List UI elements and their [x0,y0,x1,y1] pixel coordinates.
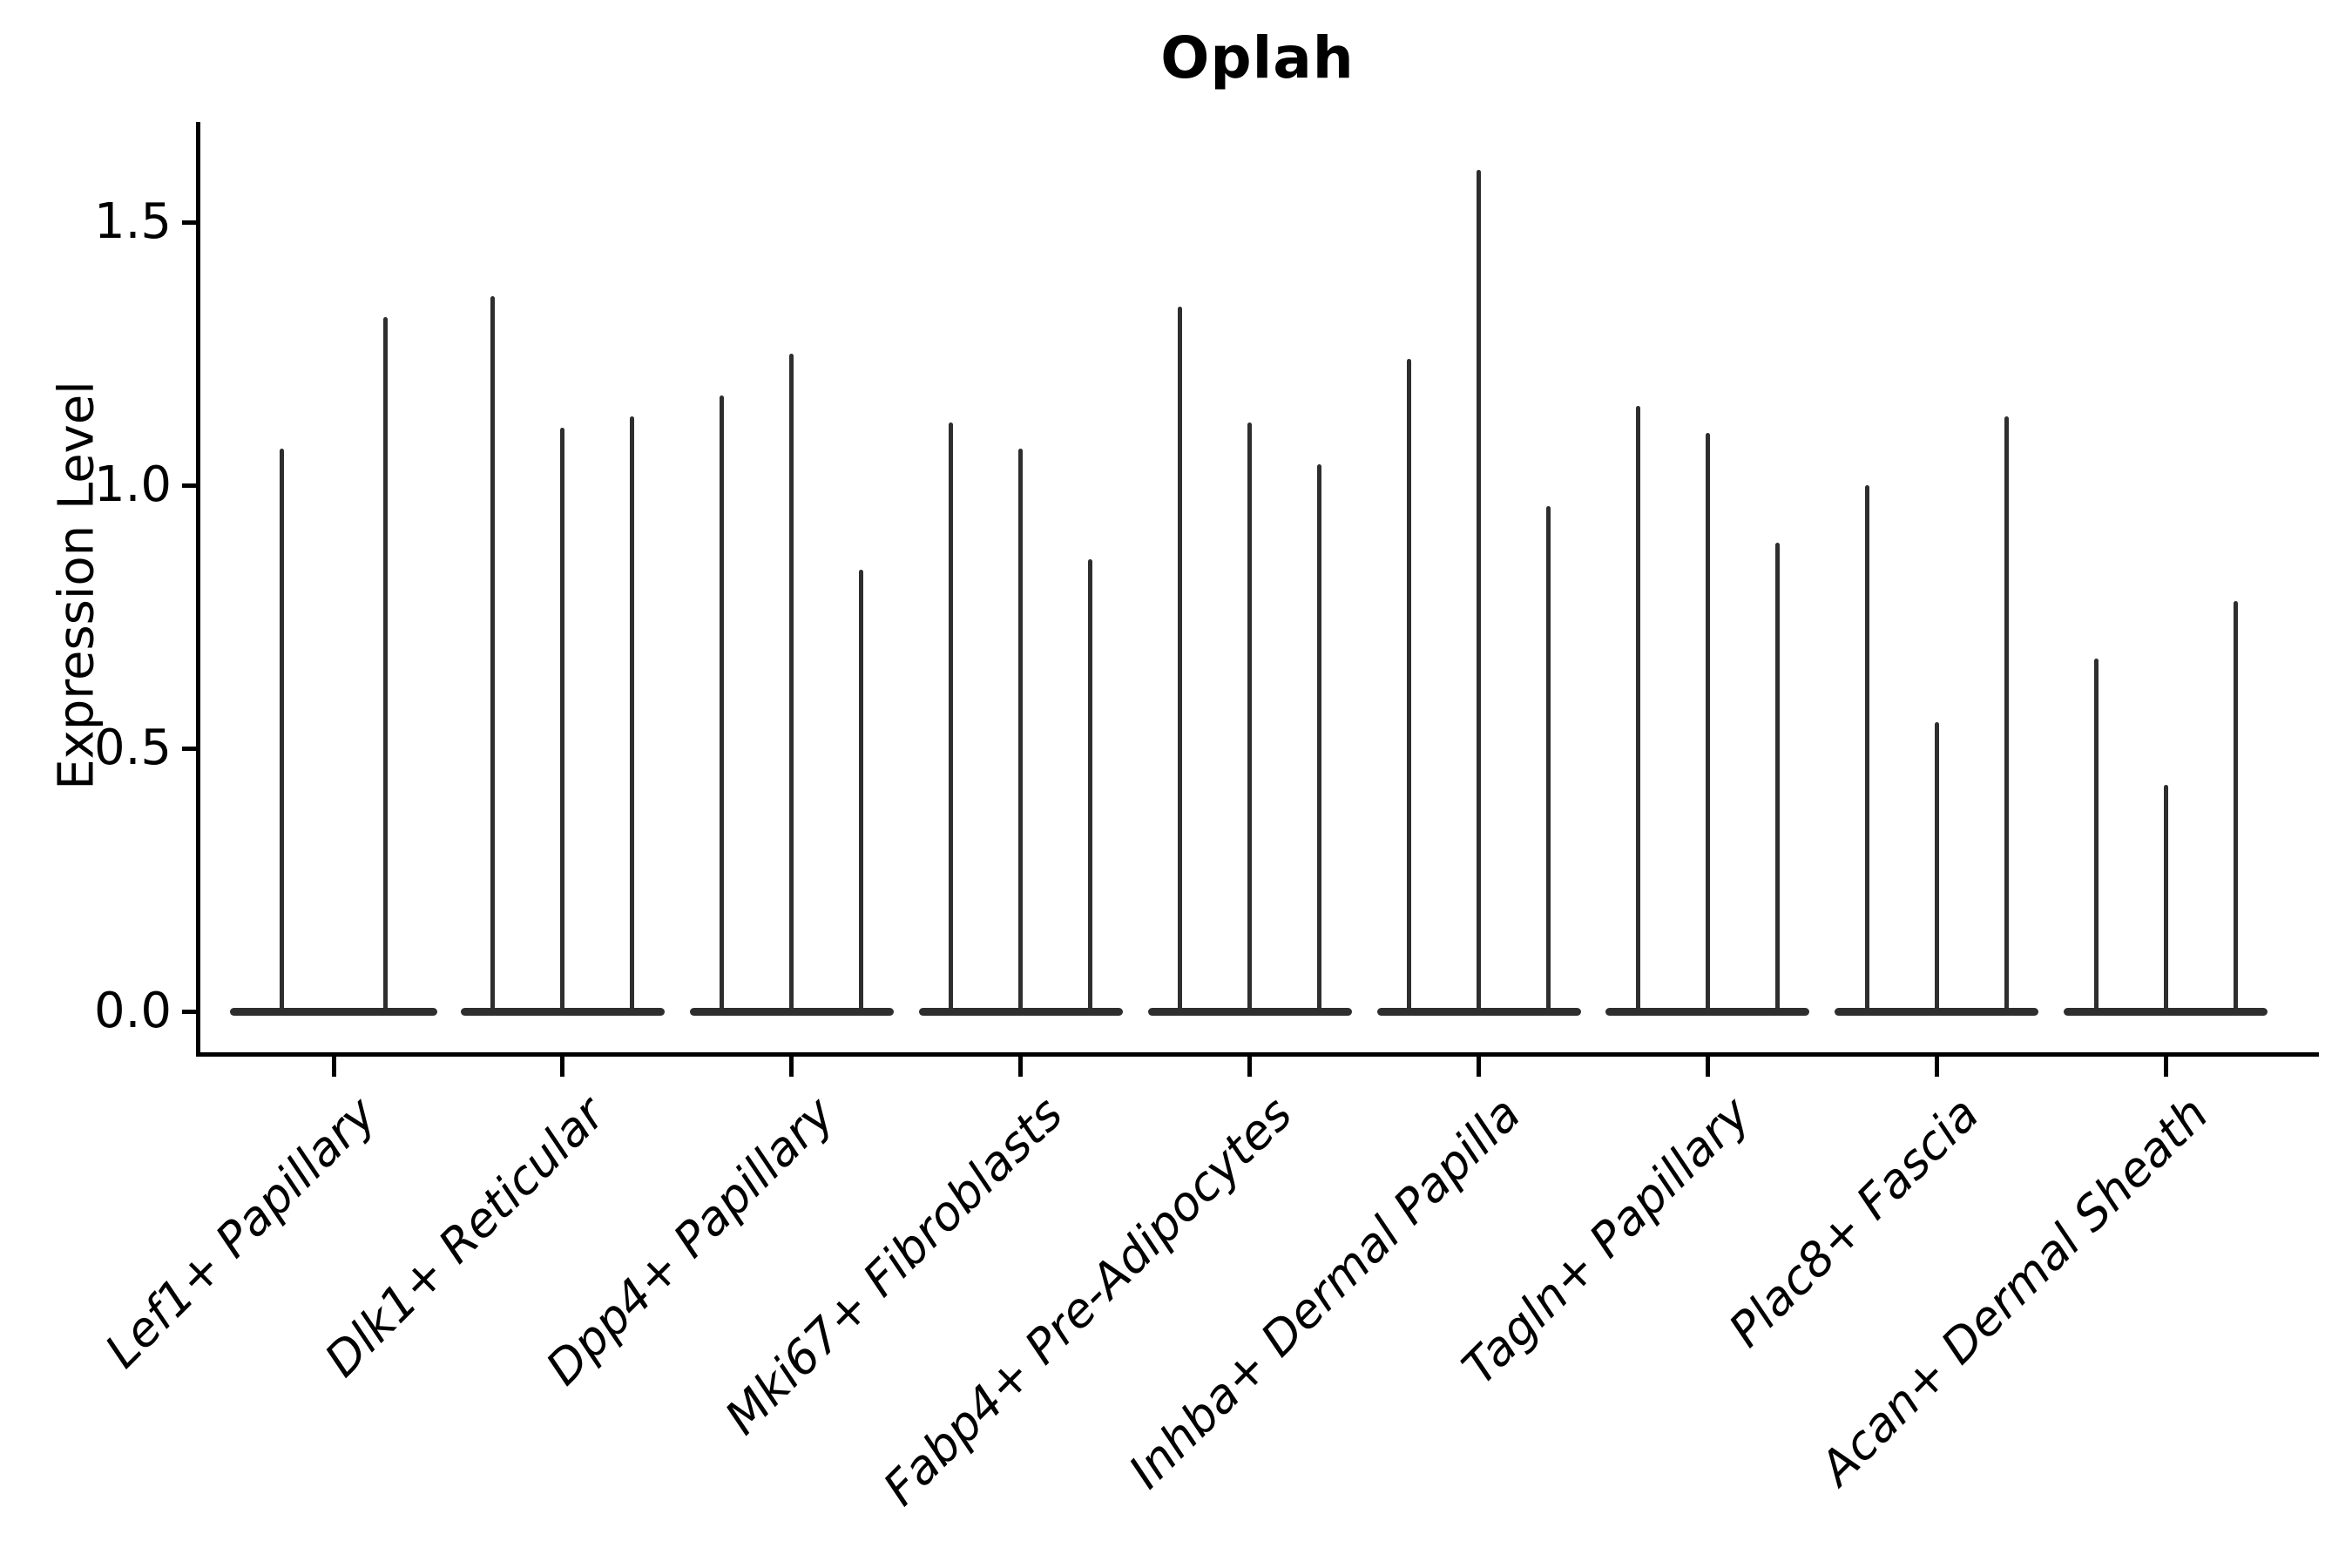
x-tick [1705,1057,1710,1077]
violin-needle [2093,659,2099,1014]
violin-needle [2233,600,2238,1014]
x-tick [1477,1057,1481,1077]
y-tick [182,746,197,751]
y-tick-label: 0.5 [93,720,172,776]
chart-title: Oplah [1160,24,1355,91]
y-tick [182,1009,197,1014]
violin-base [230,1007,437,1016]
violin-needle [1546,506,1551,1014]
x-tick [331,1057,336,1077]
violin-needle [2004,416,2009,1014]
violin-needle [1018,448,1024,1014]
violin-needle [1477,169,1481,1014]
violin-needle [1407,359,1411,1014]
x-tick [1247,1057,1253,1077]
violin-needle [1635,406,1640,1014]
violin-needle [1864,485,1869,1014]
violin-needle [1088,558,1093,1014]
x-tick-label: Fabp4+ Pre-Adipocytes [872,1086,1303,1517]
violin-needle [1934,721,1939,1014]
violin-needle [1178,306,1183,1014]
y-tick [182,220,197,225]
x-tick [789,1057,794,1077]
violin-needle [383,316,388,1014]
y-tick-label: 1.5 [93,193,172,250]
x-tick [1018,1057,1024,1077]
violin-needle [560,427,565,1014]
x-tick [2163,1057,2168,1077]
violin-needle [949,422,954,1014]
x-tick [560,1057,565,1077]
y-tick-label: 1.0 [93,456,172,513]
violin-needle [630,416,635,1014]
x-tick-label: Acan+ Dermal Sheath [1808,1086,2219,1496]
y-axis-line [196,122,200,1057]
y-tick-label: 0.0 [93,983,172,1039]
violin-needle [1317,463,1322,1014]
violin-needle [720,395,725,1014]
violin-needle [490,295,496,1014]
y-tick [182,483,197,488]
x-axis-line [196,1052,2319,1057]
x-tick-label: Inhba+ Dermal Papilla [1119,1086,1532,1499]
x-tick [1934,1057,1939,1077]
violin-needle [280,448,284,1014]
violin-needle [1247,422,1253,1014]
violin-needle [789,354,794,1014]
violin-needle [2163,785,2168,1014]
violin-needle [859,569,864,1014]
violin-needle [1774,543,1780,1014]
violin-needle [1705,432,1710,1014]
